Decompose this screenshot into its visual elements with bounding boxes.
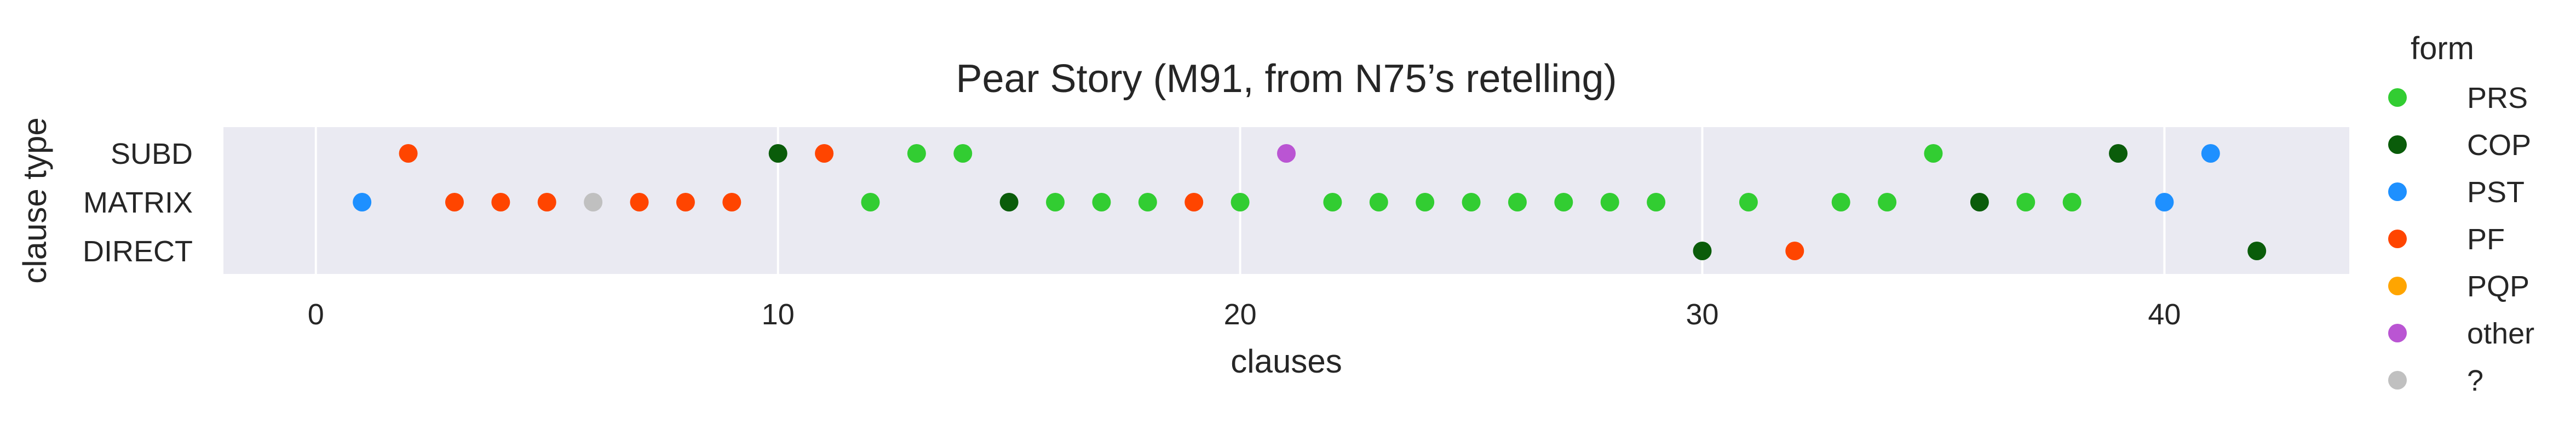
data-point-PRS: [1739, 193, 1758, 211]
x-tick-label: 40: [2148, 298, 2181, 331]
x-tick-label: 30: [1686, 298, 1718, 331]
data-point-COP: [1693, 242, 1712, 260]
legend-label: ?: [2467, 364, 2483, 397]
data-point-PF: [537, 193, 556, 211]
chart-title: Pear Story (M91, from N75’s retelling): [956, 57, 1617, 101]
data-point-PRS: [1369, 193, 1388, 211]
legend: form PRS COP PST PF PQP other?: [2388, 31, 2534, 397]
data-point-PRS: [1231, 193, 1250, 211]
legend-marker-COP: [2388, 135, 2407, 154]
data-point-PF: [445, 193, 464, 211]
x-tick-label: 10: [762, 298, 795, 331]
data-point-COP: [1970, 193, 1989, 211]
data-point-PRS: [907, 144, 926, 163]
legend-label: PQP: [2467, 270, 2529, 303]
data-point-PRS: [1462, 193, 1481, 211]
y-tick-label: MATRIX: [83, 186, 193, 219]
x-tick-label: 0: [308, 298, 324, 331]
y-tick-label: DIRECT: [83, 235, 193, 268]
data-point-PF: [1785, 242, 1804, 260]
data-point-PF: [1185, 193, 1204, 211]
y-tick-label: SUBD: [111, 138, 193, 170]
data-point-PRS: [1831, 193, 1850, 211]
data-point-PF: [630, 193, 649, 211]
data-point-PST: [2201, 144, 2220, 163]
x-axis-label: clauses: [1231, 343, 1342, 380]
data-point-PST: [353, 193, 372, 211]
data-point-PRS: [1878, 193, 1897, 211]
legend-label: other: [2467, 317, 2534, 350]
data-point-COP: [2247, 242, 2267, 260]
data-point-PRS: [1138, 193, 1157, 211]
legend-title: form: [2411, 31, 2474, 66]
legend-label: COP: [2467, 129, 2531, 162]
data-point-PRS: [1416, 193, 1435, 211]
data-point-PRS: [2016, 193, 2036, 211]
data-point-COP: [768, 144, 787, 163]
data-point-PF: [676, 193, 695, 211]
data-point-PF: [399, 144, 418, 163]
legend-marker-other: [2388, 324, 2407, 342]
data-point-COP: [999, 193, 1019, 211]
data-point-PRS: [1647, 193, 1666, 211]
data-point-PF: [815, 144, 834, 163]
data-point-PRS: [1924, 144, 1943, 163]
y-axis: SUBD MATRIX DIRECT: [83, 138, 193, 268]
data-point-PRS: [861, 193, 880, 211]
data-point-PF: [491, 193, 510, 211]
legend-marker-PQP: [2388, 277, 2407, 295]
data-point-PRS: [1046, 193, 1065, 211]
legend-label: PF: [2467, 223, 2505, 256]
legend-label: PST: [2467, 176, 2525, 209]
data-point-PRS: [2062, 193, 2082, 211]
data-point-PRS: [1092, 193, 1111, 211]
data-point-COP: [2109, 144, 2128, 163]
data-point-PRS: [1600, 193, 1619, 211]
x-tick-label: 20: [1224, 298, 1257, 331]
y-axis-label: clause type: [16, 117, 53, 284]
legend-marker-PF: [2388, 230, 2407, 248]
x-axis: 0 10 20 30 40: [308, 298, 2181, 331]
data-point-PRS: [1323, 193, 1342, 211]
data-point-PST: [2155, 193, 2174, 211]
legend-label: PRS: [2467, 82, 2528, 115]
data-point-PRS: [1508, 193, 1527, 211]
data-point-?: [584, 193, 603, 211]
data-point-PF: [722, 193, 741, 211]
data-points: [353, 144, 2267, 260]
data-point-PRS: [953, 144, 973, 163]
legend-marker-PST: [2388, 182, 2407, 201]
data-point-other: [1277, 144, 1296, 163]
data-point-PRS: [1554, 193, 1573, 211]
legend-marker-PRS: [2388, 88, 2407, 107]
legend-marker-?: [2388, 371, 2407, 390]
